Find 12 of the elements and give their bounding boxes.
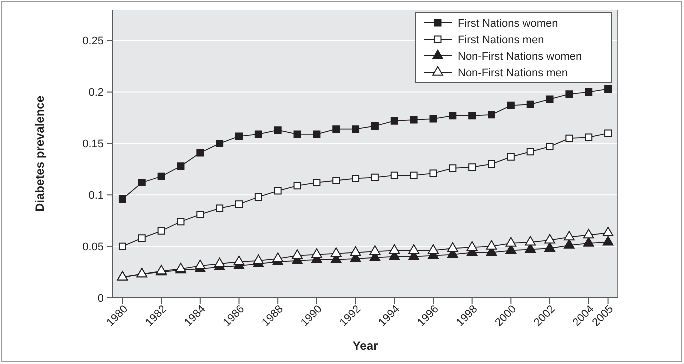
y-tick-label: 0	[98, 292, 104, 305]
y-tick-label: 0.1	[88, 190, 104, 202]
legend-label: First Nations men	[458, 34, 544, 46]
legend-label: Non-First Nations women	[458, 50, 582, 63]
legend-label: First Nations women	[458, 18, 558, 30]
y-axis-title: Diabetes prevalence	[33, 96, 47, 212]
x-axis-title: Year	[352, 339, 379, 353]
legend-label: Non-First Nations men	[458, 67, 568, 80]
y-tick-label: 0.05	[82, 241, 104, 254]
y-tick-label: 0.25	[82, 36, 104, 48]
y-tick-label: 0.15	[82, 138, 104, 151]
y-tick-label: 0.2	[88, 87, 104, 100]
